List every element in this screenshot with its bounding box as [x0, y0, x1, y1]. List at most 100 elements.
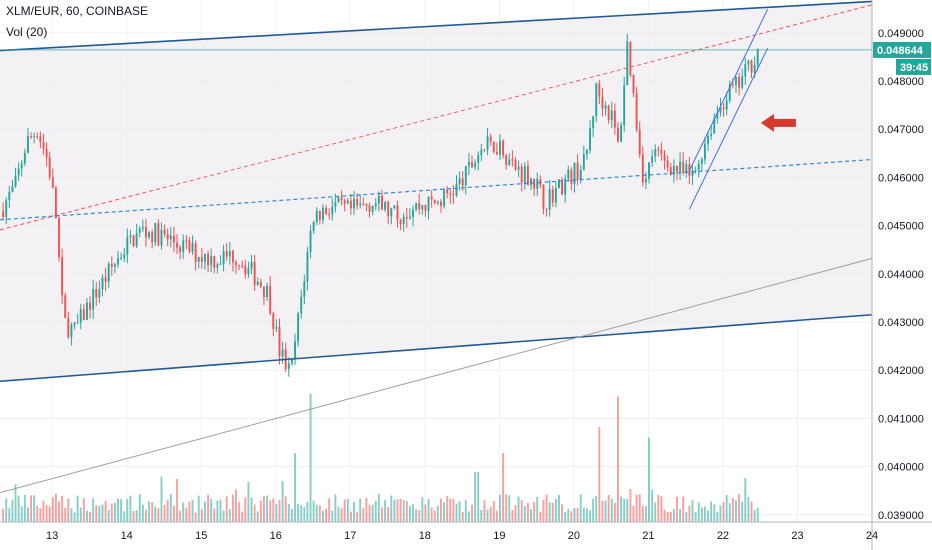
- volume-bar: [241, 511, 244, 522]
- volume-bar: [570, 511, 573, 522]
- candle-body: [657, 149, 660, 151]
- candle-body: [113, 264, 116, 267]
- volume-bar: [387, 506, 390, 522]
- candle-body: [551, 189, 554, 203]
- candle-body: [126, 237, 129, 255]
- volume-bar: [682, 496, 685, 522]
- volume-bar: [433, 510, 436, 522]
- candle-body: [58, 217, 60, 258]
- volume-bar: [26, 507, 29, 522]
- volume-bar: [604, 500, 607, 522]
- volume-bar: [262, 496, 265, 522]
- volume-bar: [638, 494, 641, 522]
- candle-body: [107, 263, 110, 282]
- volume-bar: [79, 507, 82, 522]
- volume-bar: [213, 508, 216, 522]
- volume-bar: [2, 508, 5, 522]
- candle-body: [120, 257, 123, 259]
- volume-bar: [256, 511, 259, 522]
- volume-bar: [219, 499, 222, 522]
- volume-bar: [138, 493, 141, 522]
- volume-bar: [144, 509, 147, 522]
- candle-body: [474, 162, 477, 168]
- candle-body: [14, 175, 17, 187]
- candle-body: [67, 317, 70, 338]
- candle-body: [464, 166, 467, 186]
- candle-body: [548, 189, 551, 210]
- x-tick-label: 18: [419, 530, 431, 542]
- candle-body: [495, 151, 498, 155]
- volume-bar: [396, 499, 399, 522]
- candle-body: [471, 162, 473, 168]
- candle-body: [396, 205, 399, 220]
- volume-bar: [517, 496, 520, 522]
- candle-body: [294, 341, 296, 359]
- candle-body: [747, 60, 750, 65]
- volume-bar: [36, 505, 39, 522]
- candle-body: [325, 207, 328, 215]
- volume-bar: [700, 507, 703, 522]
- x-tick-label: 17: [344, 530, 356, 542]
- candle-body: [700, 159, 703, 164]
- volume-bar: [731, 497, 734, 522]
- candle-body: [387, 202, 390, 217]
- volume-bar: [23, 494, 26, 522]
- volume-bar: [722, 502, 725, 522]
- candle-body: [346, 200, 349, 204]
- candle-body: [753, 64, 756, 73]
- candle-body: [446, 189, 449, 194]
- volume-bar: [713, 504, 716, 522]
- candle-body: [129, 235, 132, 238]
- volume-bar: [598, 427, 601, 522]
- candle-body: [272, 313, 275, 329]
- candle-body: [629, 41, 632, 75]
- candle-body: [542, 184, 545, 209]
- candle-body: [353, 199, 355, 209]
- volume-bar: [613, 503, 616, 522]
- candle-body: [51, 177, 54, 188]
- channel-lower: [0, 313, 873, 383]
- volume-bar: [269, 500, 272, 522]
- candle-body: [452, 194, 455, 196]
- volume-bar: [601, 500, 604, 522]
- candle-body: [713, 118, 716, 134]
- volume-bar: [685, 511, 688, 522]
- candle-body: [679, 161, 682, 172]
- volume-bar: [688, 505, 691, 522]
- volume-bar: [384, 500, 387, 522]
- candle-body: [741, 76, 744, 88]
- candle-body: [390, 207, 393, 217]
- candle-body: [157, 223, 160, 246]
- candle-body: [408, 216, 411, 219]
- candle-body: [144, 226, 147, 238]
- candle-body: [632, 74, 635, 93]
- volume-bar: [216, 500, 219, 522]
- candle-body: [179, 247, 182, 252]
- volume-bar: [141, 504, 144, 522]
- volume-bar: [179, 510, 182, 522]
- candle-body: [219, 263, 222, 265]
- price-badges: 0.048644 39:45: [873, 41, 931, 75]
- drawing-lines: [0, 0, 873, 494]
- y-tick-label: 0.046000: [878, 172, 924, 184]
- candle-body: [660, 150, 663, 155]
- volume-bar: [42, 500, 45, 522]
- candle-body: [710, 133, 713, 137]
- candle-body: [318, 210, 321, 220]
- volume-bar: [486, 509, 489, 522]
- candle-body: [349, 200, 352, 209]
- volume-bar: [741, 501, 744, 522]
- candle-body: [598, 83, 601, 97]
- volume-bar: [188, 501, 191, 522]
- volume-bar: [595, 496, 598, 522]
- volume-bar: [365, 497, 368, 522]
- volume-bar: [471, 504, 473, 522]
- candle-body: [703, 143, 706, 160]
- volume-bar: [666, 511, 669, 522]
- volume-bar: [281, 480, 284, 522]
- candle-body: [505, 155, 508, 165]
- volume-bar: [166, 500, 169, 522]
- chart-title: XLM/EUR, 60, COINBASE: [6, 4, 149, 18]
